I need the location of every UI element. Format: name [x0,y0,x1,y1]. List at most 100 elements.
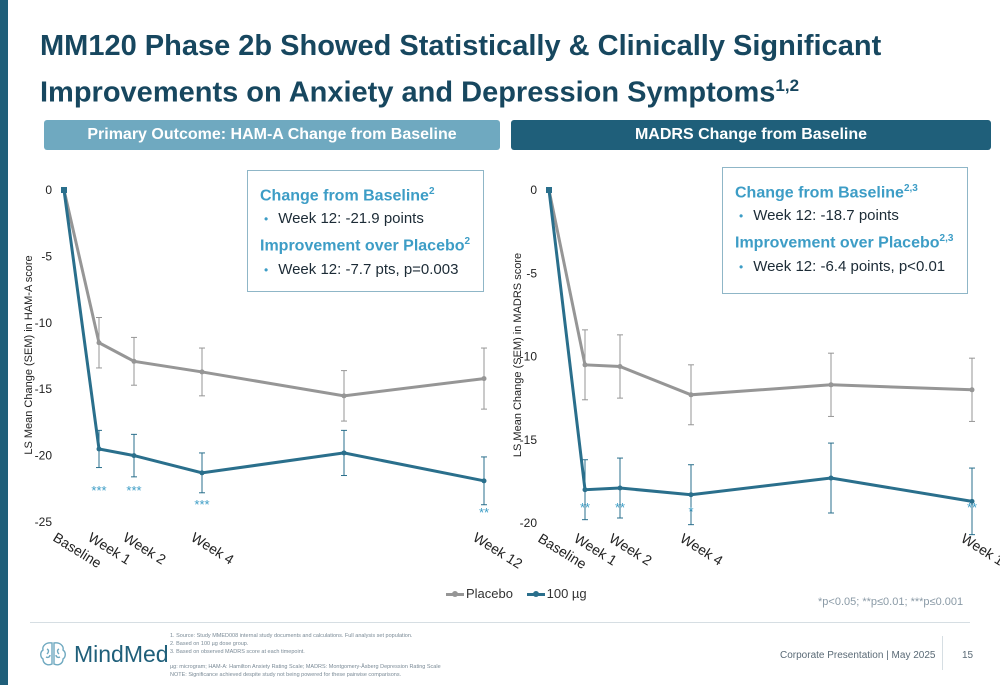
callout-bullet-text: Week 12: -18.7 points [753,207,899,225]
significance-marker: ** [580,500,590,515]
data-point [341,450,347,456]
placebo-series-line [62,189,485,398]
placebo-swatch [446,591,464,598]
significance-marker: ** [479,505,489,520]
legend-item-placebo: Placebo [446,586,513,601]
callout-footnote-ref: 2,3 [903,183,918,194]
dose-series-line [547,189,973,503]
callout-footnote-ref: 2 [464,236,471,248]
footer-divider [30,622,970,623]
ham-a-callout: Change from Baseline2 • Week 12: -21.9 po… [247,170,484,292]
data-point [582,362,588,368]
data-point [617,363,623,369]
y-tick-label: -25 [35,515,53,529]
ham-a-panel-header: Primary Outcome: HAM-A Change from Basel… [44,120,500,150]
footer-vertical-divider [942,636,943,670]
callout-bullet: • Week 12: -7.7 pts, p=0.003 [260,258,471,282]
bullet-icon: • [739,209,744,224]
title-line-2-text: Improvements on Anxiety and Depression S… [40,76,776,109]
page-number: 15 [962,650,974,661]
legend-label: 100 µg [546,586,587,601]
data-point [131,453,137,459]
data-point [969,387,975,393]
y-tick-label: 0 [45,183,52,197]
y-tick-label: 0 [530,183,537,197]
callout-heading-text: Improvement over Placebo [735,234,940,252]
x-tick-label: Week 12 [958,530,1000,573]
callout-heading-text: Change from Baseline [735,184,904,202]
footnotes: 1. Source: Study MMED008 internal study … [170,632,590,679]
mindmed-logo: MindMed [38,640,169,668]
dose-series-line [62,189,485,483]
callout-footnote-ref: 2,3 [939,233,954,245]
data-point [481,376,487,382]
accent-bar [0,0,8,685]
legend-item-100ug: 100 µg [526,586,587,601]
significance-note: *p<0.05; **p≤0.01; ***p≤0.001 [818,596,964,608]
data-point [131,358,137,364]
bullet-icon: • [739,259,744,274]
y-tick-label: -10 [35,316,53,330]
title-line-2: Improvements on Anxiety and Depression S… [40,66,940,113]
y-tick-label: -10 [520,350,538,364]
significance-marker: *** [194,497,209,512]
callout-bullet: • Week 12: -18.7 points [735,204,955,228]
study-note: NOTE: Significance achieved despite stud… [170,672,402,678]
footnote-2: 2. Based on 100 µg dose group. [170,641,249,647]
y-axis-label: LS Mean Change (SEM) in HAM-A score [23,255,35,454]
dose-swatch [526,591,545,598]
y-tick-label: -20 [35,449,53,463]
significance-marker: ** [967,500,977,515]
madrs-panel-header: MADRS Change from Baseline [511,120,991,150]
corporate-label: Corporate Presentation | May 2025 [780,650,936,661]
madrs-callout: Change from Baseline2,3 • Week 12: -18.7 … [722,167,968,294]
logo-text: MindMed [74,640,169,667]
significance-marker: * [688,504,693,519]
y-tick-label: -20 [520,516,538,530]
data-point [199,369,205,375]
callout-bullet: • Week 12: -21.9 points [260,207,471,231]
madrs-chart: 0 -5 -10 -15 -20 LS Mean Change (SEM) in MADR… [512,183,1000,573]
data-point [828,475,834,481]
significance-marker: *** [91,483,106,498]
title-footnote-ref: 1,2 [775,76,800,95]
data-point [688,392,694,398]
abbreviations: µg: microgram; HAM-A: Hamilton Anxiety R… [170,664,441,670]
data-point [481,478,487,484]
bullet-icon: • [264,212,269,227]
callout-bullet-text: Week 12: -7.7 pts, p=0.003 [278,260,459,278]
y-axis-label: LS Mean Change (SEM) in MADRS score [512,253,524,457]
data-point [546,187,552,193]
callout-heading: Change from Baseline2 [260,181,471,207]
chart-legend: Placebo 100 µg [446,586,597,601]
title-line-1: MM120 Phase 2b Showed Statistically & Cl… [40,30,882,62]
data-point [96,340,102,346]
y-tick-label: -5 [526,266,537,280]
y-tick-label: -15 [520,433,538,447]
callout-heading: Improvement over Placebo2,3 [735,228,955,254]
data-point [828,382,834,388]
data-point [341,393,347,399]
callout-heading-text: Change from Baseline [260,187,429,205]
callout-bullet-text: Week 12: -6.4 points, p<0.01 [753,257,946,275]
y-tick-label: -15 [35,382,53,396]
data-point [61,187,67,193]
data-point [969,498,975,504]
callout-heading: Improvement over Placebo2 [260,231,471,257]
x-tick-label: Week 4 [677,530,726,569]
y-tick-label: -5 [41,249,52,263]
data-point [688,492,694,498]
callout-heading-text: Improvement over Placebo [260,237,465,255]
slide-title: MM120 Phase 2b Showed Statistically & Cl… [40,26,940,113]
callout-bullet-text: Week 12: -21.9 points [278,210,424,228]
data-point [96,446,102,452]
placebo-series-line [547,189,973,397]
callout-footnote-ref: 2 [428,186,435,197]
footnote-3: 3. Based on observed MADRS score at each… [170,649,305,655]
bullet-icon: • [264,262,269,277]
data-point [582,487,588,493]
data-point [617,485,623,491]
callout-heading: Change from Baseline2,3 [735,178,955,204]
x-tick-label: Week 4 [188,529,237,568]
callout-bullet: • Week 12: -6.4 points, p<0.01 [735,255,955,279]
